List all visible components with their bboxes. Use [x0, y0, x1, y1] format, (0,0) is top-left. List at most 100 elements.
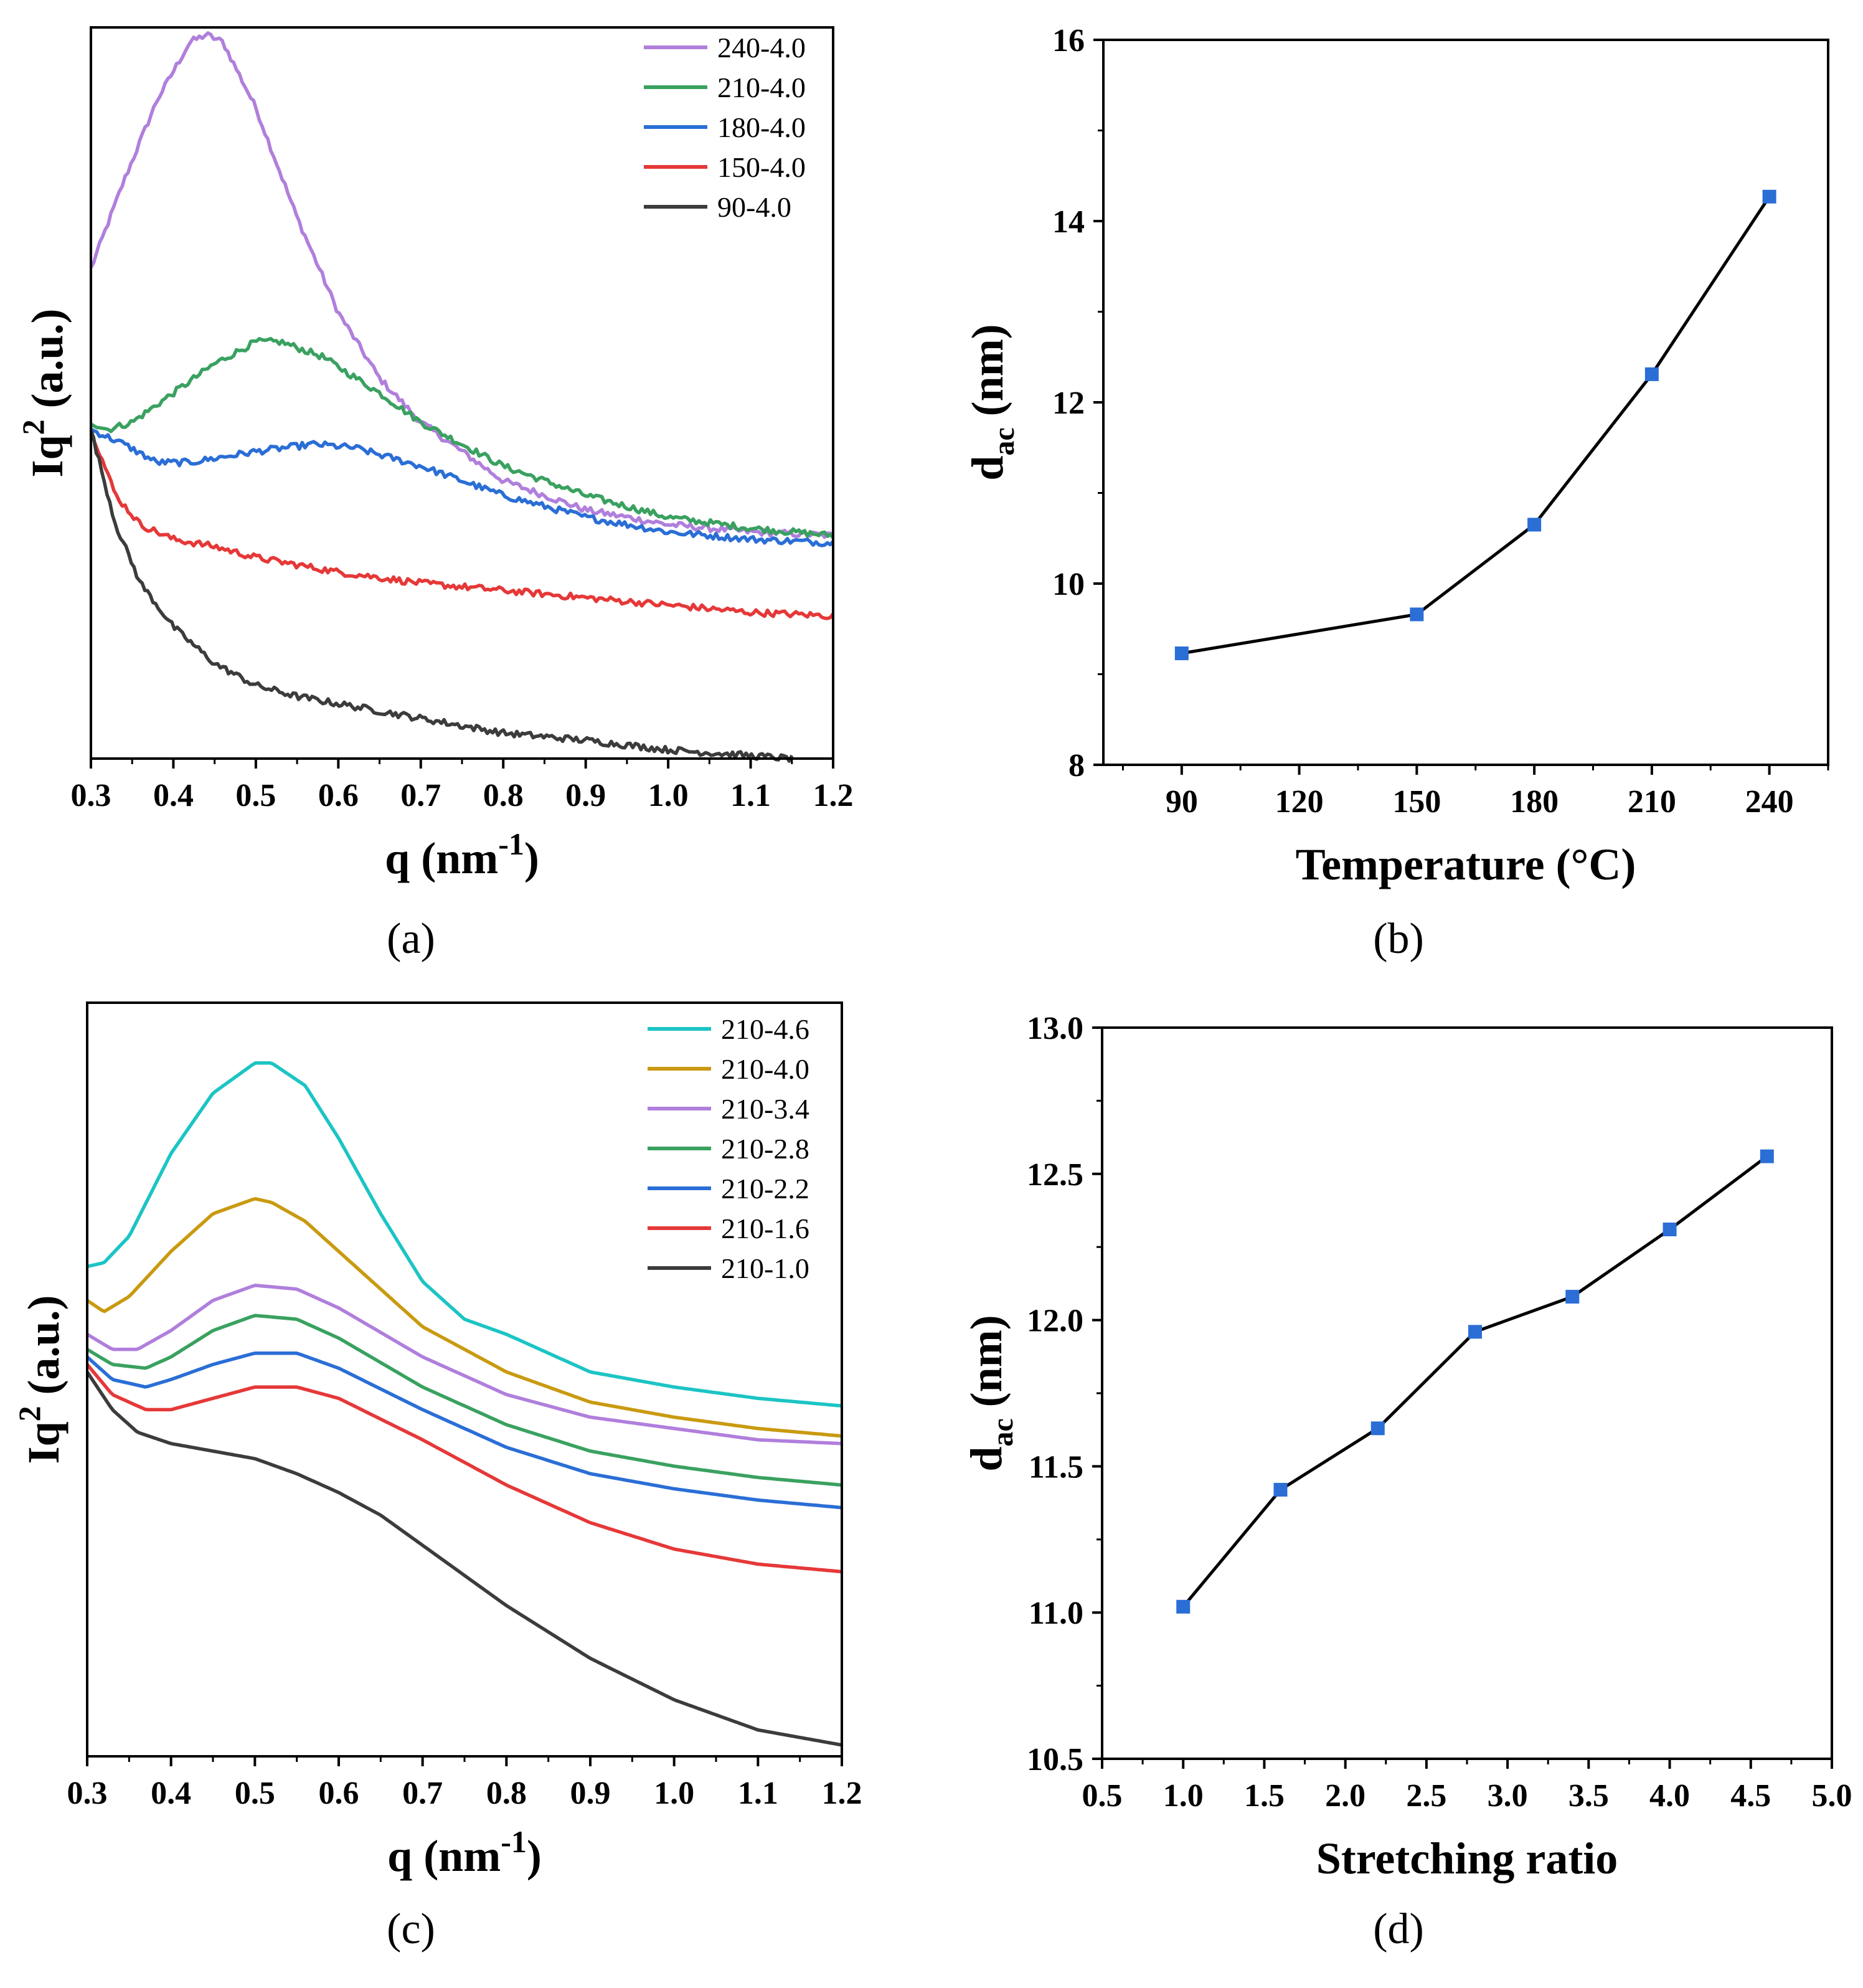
- x-tick-label: 0.5: [235, 1776, 275, 1811]
- legend-label: 210-1.0: [721, 1252, 809, 1284]
- x-tick-label: 0.8: [483, 778, 524, 813]
- x-tick-label: 4.5: [1730, 1778, 1771, 1814]
- x-tick-label: 2.0: [1325, 1778, 1365, 1814]
- x-tick-label: 3.0: [1488, 1778, 1528, 1814]
- legend-label: 210-3.4: [721, 1093, 809, 1125]
- y-tick-label: 14: [1052, 204, 1085, 240]
- data-point: [1762, 189, 1776, 204]
- data-point: [1760, 1149, 1774, 1163]
- y-axis-title: dac (nm): [961, 1315, 1019, 1471]
- x-tick-label: 0.6: [319, 1776, 359, 1811]
- x-tick-label: 1.1: [738, 1776, 778, 1811]
- x-tick-label: 1.2: [813, 778, 854, 813]
- legend-label: 240-4.0: [717, 32, 806, 64]
- legend-label: 210-2.2: [721, 1173, 809, 1205]
- series-line-240-4.0: [89, 31, 834, 539]
- y-tick-label: 11.5: [1029, 1449, 1083, 1485]
- series-line-210-2.8: [86, 1314, 842, 1487]
- x-axis-title: Temperature (°C): [1296, 840, 1636, 889]
- x-tick-label: 0.4: [151, 1776, 191, 1811]
- legend-label: 210-4.6: [721, 1013, 809, 1045]
- y-tick-label: 12: [1052, 386, 1085, 421]
- y-axis-title-sup: 2: [16, 419, 50, 435]
- legend-label: 150-4.0: [717, 151, 806, 183]
- x-axis-title: q (nm-1): [385, 826, 539, 883]
- legend-label: 210-2.8: [721, 1133, 809, 1165]
- x-tick-label: 240: [1745, 784, 1794, 820]
- y-tick-label: 12.5: [1027, 1157, 1083, 1193]
- y-tick-label: 16: [1052, 23, 1085, 59]
- x-tick-label: 0.5: [1082, 1778, 1123, 1814]
- series-line-210-1.6: [85, 1363, 842, 1574]
- panel-label: (a): [387, 915, 435, 963]
- data-point: [1663, 1223, 1677, 1237]
- y-axis-title-end: (nm): [963, 324, 1012, 427]
- x-tick-label: 0.8: [486, 1776, 527, 1811]
- legend-label: 90-4.0: [717, 191, 791, 223]
- legend-label: 210-1.6: [721, 1213, 809, 1244]
- legend-label: 180-4.0: [717, 111, 806, 143]
- x-tick-label: 4.0: [1649, 1778, 1690, 1814]
- x-axis-title-sup: -1: [498, 826, 524, 861]
- x-tick-label: 0.4: [153, 778, 194, 813]
- data-point: [1273, 1482, 1288, 1497]
- x-tick-label: 1.0: [654, 1776, 694, 1811]
- y-axis-title-end: (nm): [961, 1315, 1011, 1418]
- panel-label: (d): [1373, 1905, 1424, 1953]
- y-tick-label: 11.0: [1029, 1596, 1083, 1631]
- y-axis-title-end: (a.u.): [22, 308, 72, 419]
- series-line-180-4.0: [90, 427, 835, 547]
- panel-label: (b): [1373, 915, 1424, 963]
- panel-d-chart: 10.5 11.0 11.5 12.0 12.5 13.0 0.5 1.0 1.5 2.0 2.5 3…: [961, 1011, 1852, 1953]
- data-point: [1644, 367, 1659, 381]
- data-point: [1410, 607, 1424, 622]
- x-tick-label: 1.0: [1163, 1778, 1204, 1814]
- panel-c-chart: 0.3 0.4 0.5 0.6 0.7 0.8 0.9 1.0 1.1 1.2 q (nm-1) Iq…: [12, 1001, 862, 1953]
- series-line-150-4.0: [89, 432, 835, 620]
- data-point: [1468, 1325, 1483, 1339]
- x-axis-title: Stretching ratio: [1316, 1834, 1618, 1883]
- y-tick-label: 10.5: [1027, 1742, 1083, 1777]
- x-tick-label: 1.0: [648, 778, 689, 813]
- y-axis-title: dac (nm): [963, 324, 1021, 480]
- x-tick-label: 1.1: [730, 778, 771, 813]
- x-tick-label: 1.5: [1244, 1778, 1285, 1814]
- x-tick-label: 2.5: [1406, 1778, 1446, 1814]
- x-axis-title-end: ): [527, 1831, 542, 1881]
- x-tick-label: 150: [1392, 784, 1441, 820]
- panel-b-chart: 8 10 12 14 16 90 120 150 180 210 240 Temperature (°…: [963, 23, 1829, 963]
- x-tick-label: 0.6: [318, 778, 359, 813]
- series-line-210-1.0: [85, 1371, 842, 1747]
- x-tick-label: 210: [1628, 784, 1676, 820]
- series-line-210-4.0: [90, 336, 834, 539]
- x-tick-label: 90: [1166, 784, 1198, 820]
- data-point: [1527, 518, 1542, 532]
- x-tick-label: 120: [1275, 784, 1324, 820]
- data-point: [1370, 1421, 1385, 1436]
- legend-label: 210-4.0: [717, 72, 806, 103]
- data-point: [1565, 1290, 1580, 1304]
- y-tick-label: 12.0: [1027, 1304, 1083, 1339]
- series-line-210-3.4: [86, 1284, 842, 1446]
- data-point: [1176, 1599, 1191, 1614]
- y-axis-title: Iq2 (a.u.): [16, 308, 72, 477]
- x-tick-label: 0.7: [402, 1776, 443, 1811]
- x-tick-label: 3.5: [1568, 1778, 1609, 1814]
- x-tick-label: 0.3: [71, 778, 111, 813]
- y-axis-title-main: d: [963, 456, 1012, 481]
- data-point: [1174, 646, 1189, 661]
- x-tick-label: 0.7: [400, 778, 441, 813]
- x-axis-title-main: q (nm: [385, 833, 498, 883]
- y-tick-label: 8: [1068, 748, 1085, 783]
- x-axis-title-main: q (nm: [387, 1831, 501, 1881]
- panel-a-chart: 0.3 0.4 0.5 0.6 0.7 0.8 0.9 1.0 1.1 1.2 q (nm-1) Iq…: [16, 26, 854, 963]
- y-axis-title-main: Iq: [22, 435, 72, 477]
- legend-label: 210-4.0: [721, 1053, 809, 1085]
- y-axis-title: Iq2 (a.u.): [12, 1295, 68, 1464]
- x-tick-label: 5.0: [1812, 1778, 1852, 1814]
- x-axis-title: q (nm-1): [387, 1824, 542, 1881]
- y-axis-title-main: d: [961, 1447, 1011, 1472]
- series-line-210-4.0: [86, 1197, 842, 1438]
- x-axis-title-sup: -1: [501, 1824, 527, 1859]
- x-tick-label: 0.5: [235, 778, 276, 813]
